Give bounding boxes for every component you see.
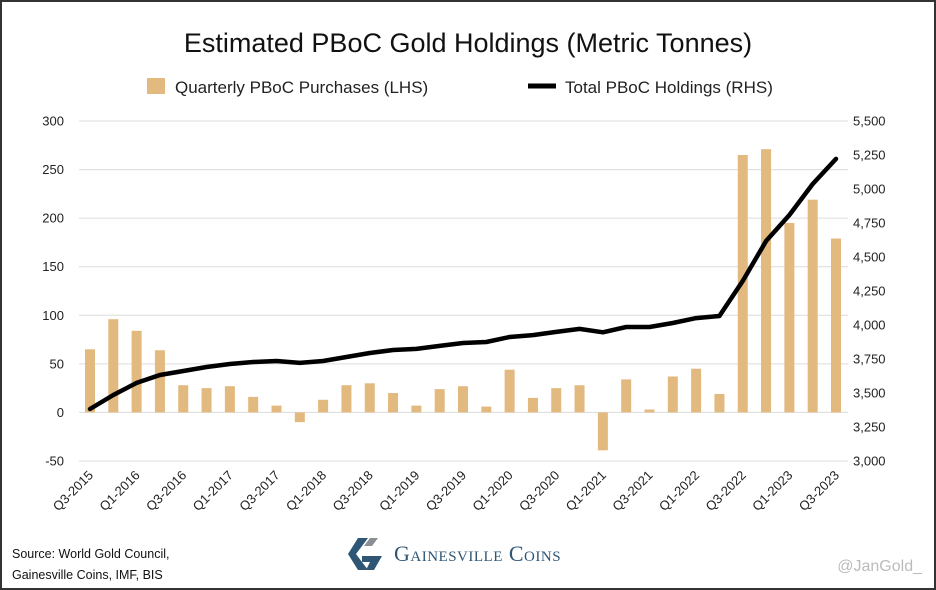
y-right-tick-label: 4,000 — [853, 318, 886, 333]
logo-g-icon — [348, 538, 382, 570]
bar-Q1-2022 — [691, 368, 702, 413]
x-tick-label: Q3-2022 — [702, 468, 748, 514]
legend-swatch-bars — [147, 78, 165, 94]
bar-Q2-2023 — [807, 199, 818, 413]
y-right-tick-label: 4,250 — [853, 284, 886, 299]
bar-Q4-2019 — [481, 406, 492, 413]
bar-Q3-2015 — [85, 349, 95, 413]
bar-Q3-2019 — [458, 386, 468, 413]
x-tick-label: Q3-2021 — [609, 468, 655, 514]
bar-Q4-2016 — [201, 388, 212, 413]
source-line-2: Gainesville Coins, IMF, BIS — [12, 568, 163, 582]
y-right-tick-label: 4,500 — [853, 250, 886, 265]
x-tick-label: Q3-2020 — [516, 468, 562, 514]
y-right-tick-label: 3,750 — [853, 352, 886, 367]
y-right-tick-label: 4,750 — [853, 216, 886, 231]
y-left-tick-label: 50 — [50, 356, 64, 371]
x-tick-label: Q1-2023 — [749, 468, 795, 514]
x-tick-label: Q1-2022 — [656, 468, 702, 514]
bar-Q3-2021 — [644, 409, 655, 413]
y-left-tick-label: 200 — [42, 211, 64, 226]
x-tick-label: Q1-2016 — [96, 468, 142, 514]
bar-Q1-2020 — [504, 369, 515, 413]
y-right-tick-label: 3,500 — [853, 386, 886, 401]
bar-Q4-2020 — [574, 385, 585, 413]
y-right-tick-label: 5,500 — [853, 114, 886, 129]
x-tick-label: Q3-2023 — [796, 468, 842, 514]
y-right-tick-label: 3,000 — [853, 454, 886, 469]
x-tick-label: Q1-2017 — [190, 468, 236, 514]
y-right-tick-label: 3,250 — [853, 420, 886, 435]
x-tick-label: Q3-2016 — [143, 468, 189, 514]
legend-label-bars: Quarterly PBoC Purchases (LHS) — [175, 78, 428, 97]
bar-Q4-2015 — [108, 319, 119, 413]
bar-Q2-2021 — [621, 379, 632, 413]
author-handle: @JanGold_ — [837, 558, 922, 575]
bar-Q4-2022 — [761, 149, 772, 413]
bar-Q1-2021 — [597, 412, 608, 451]
bar-Q3-2017 — [271, 405, 282, 413]
bar-Q3-2018 — [364, 383, 375, 413]
y-left-tick-label: 0 — [57, 405, 64, 420]
bar-Q3-2020 — [551, 388, 562, 413]
bar-Q1-2016 — [131, 330, 142, 413]
bar-Q2-2020 — [527, 397, 538, 413]
bar-Q4-2021 — [667, 376, 678, 413]
x-tick-label: Q3-2017 — [236, 468, 282, 514]
bar-Q4-2018 — [388, 393, 399, 413]
x-tick-label: Q3-2019 — [423, 468, 469, 514]
bar-Q2-2019 — [434, 389, 445, 413]
bar-Q2-2016 — [154, 350, 165, 413]
y-left-tick-label: 300 — [42, 114, 64, 129]
bar-Q2-2017 — [248, 396, 259, 413]
y-right-tick-label: 5,250 — [853, 148, 886, 163]
x-tick-label: Q1-2021 — [563, 468, 609, 514]
legend-label-line: Total PBoC Holdings (RHS) — [565, 78, 773, 97]
y-left-tick-label: -50 — [45, 454, 64, 469]
source-line-1: Source: World Gold Council, — [12, 547, 170, 561]
bar-Q1-2023 — [784, 223, 795, 413]
x-tick-label: Q1-2020 — [469, 468, 515, 514]
bar-Q3-2016 — [178, 385, 189, 413]
bar-Q3-2023 — [831, 238, 841, 413]
x-tick-label: Q1-2018 — [283, 468, 329, 514]
y-right-tick-label: 5,000 — [853, 182, 886, 197]
chart-title: Estimated PBoC Gold Holdings (Metric Ton… — [184, 28, 752, 58]
y-left-tick-label: 150 — [42, 259, 64, 274]
source-note: Source: World Gold Council, Gainesville … — [12, 544, 169, 586]
gainesville-logo: Gainesville Coins — [348, 536, 561, 572]
bar-Q4-2017 — [294, 412, 305, 423]
logo-text: Gainesville Coins — [394, 541, 562, 566]
x-tick-label: Q1-2019 — [376, 468, 422, 514]
holdings-line — [87, 156, 839, 412]
y-left-tick-label: 250 — [42, 162, 64, 177]
x-tick-label: Q3-2015 — [50, 468, 96, 514]
bar-Q1-2018 — [318, 399, 329, 413]
bar-Q2-2022 — [714, 393, 725, 413]
x-tick-label: Q3-2018 — [329, 468, 375, 514]
y-left-tick-label: 100 — [42, 308, 64, 323]
bar-Q2-2018 — [341, 385, 352, 413]
bar-Q1-2019 — [411, 405, 422, 413]
bar-Q1-2017 — [224, 386, 235, 413]
